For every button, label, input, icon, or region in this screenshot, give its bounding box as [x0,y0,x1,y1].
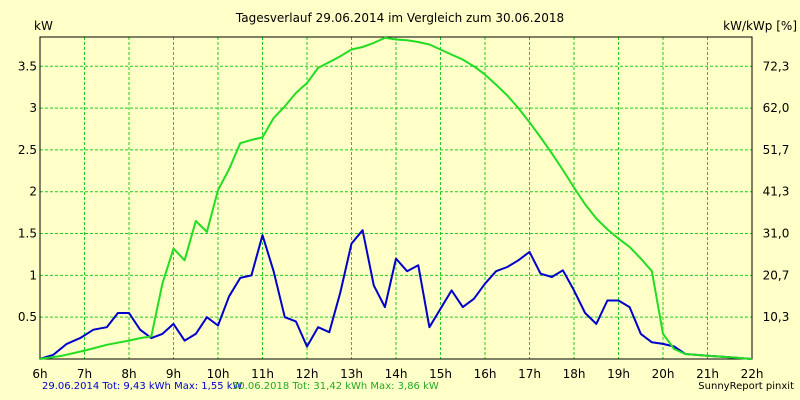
series1-stats: 29.06.2014 Tot: 9,43 kWh Max: 1,55 kW [42,381,243,392]
y-left-tick-label: 2.5 [18,143,37,157]
x-tick-label: 9h [166,367,181,381]
x-tick-label: 6h [32,367,47,381]
x-tick-label: 11h [251,367,274,381]
series-line-1 [39,229,753,360]
x-tick-label: 8h [121,367,136,381]
y-left-tick-label: 3 [29,101,37,115]
left-axis-unit: kW [34,19,53,33]
chart-title: Tagesverlauf 29.06.2014 im Vergleich zum… [235,11,564,25]
y-left-tick-label: 1 [29,268,37,282]
grid-layer [40,37,752,359]
x-tick-label: 7h [77,367,92,381]
x-tick-label: 17h [518,367,541,381]
x-tick-label: 14h [385,367,408,381]
y-left-tick-label: 0.5 [18,310,37,324]
x-tick-label: 10h [207,367,230,381]
y-right-tick-label: 72,3 [763,59,790,73]
x-tick-label: 19h [607,367,630,381]
plot-frame [39,36,753,360]
x-tick-label: 21h [696,367,719,381]
y-right-tick-label: 51,7 [763,143,790,157]
brand-label: SunnyReport pinxit [698,381,794,392]
x-tick-label: 20h [652,367,675,381]
y-right-tick-label: 41,3 [763,185,790,199]
x-tick-label: 16h [474,367,497,381]
y-left-tick-label: 1.5 [18,227,37,241]
y-right-tick-label: 10,3 [763,310,790,324]
series2-stats: 30.06.2018 Tot: 31,42 kWh Max: 3,86 kW [232,381,439,392]
y-left-tick-label: 2 [29,185,37,199]
y-right-tick-label: 20,7 [763,268,790,282]
x-tick-label: 12h [296,367,319,381]
y-right-tick-label: 62,0 [763,101,790,115]
axes-layer: 6h 7h 8h 9h 10h 11h 12h 13h 14h 15h 16h 17h 18h 19h 20… [18,59,789,381]
x-tick-label: 13h [340,367,363,381]
right-axis-unit: kW/kWp [%] [723,19,797,33]
series-layer [39,36,753,360]
x-tick-label: 18h [563,367,586,381]
y-left-tick-label: 3.5 [18,59,37,73]
x-tick-label: 22h [741,367,764,381]
y-right-tick-label: 31,0 [763,227,790,241]
series-line-2 [39,36,753,360]
x-tick-label: 15h [429,367,452,381]
